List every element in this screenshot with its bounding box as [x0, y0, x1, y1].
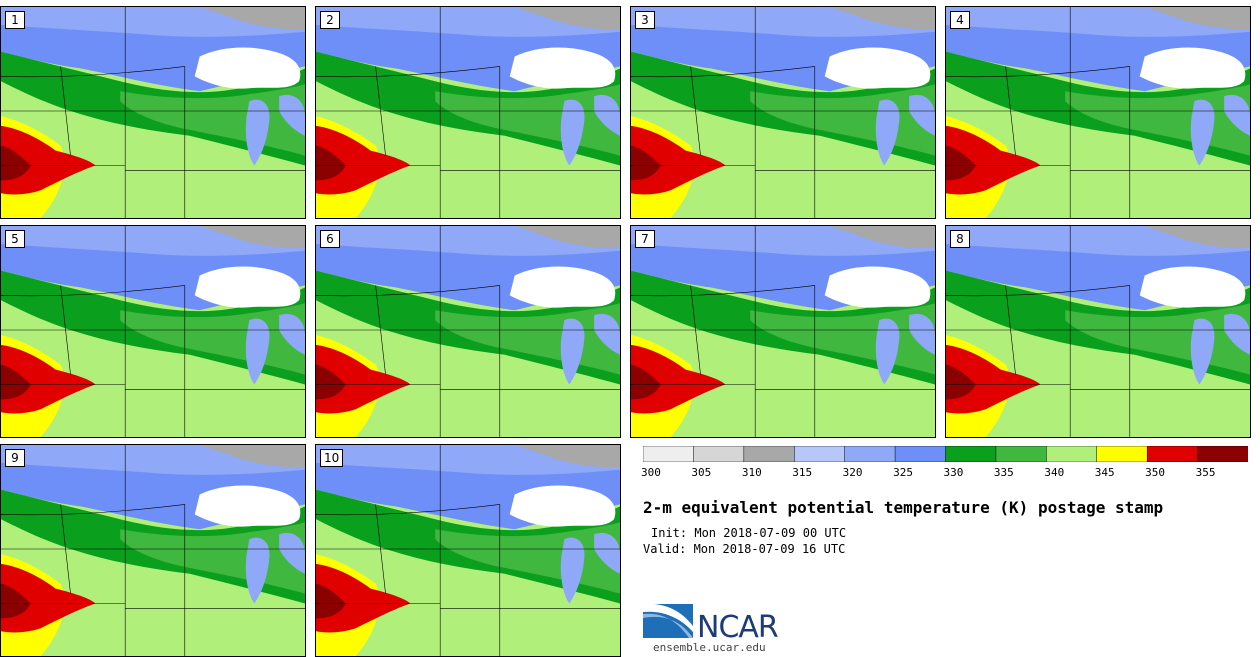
- panel-number: 7: [635, 230, 655, 248]
- map-image: [946, 226, 1250, 437]
- map-image: [316, 445, 620, 656]
- site-url: ensemble.ucar.edu: [653, 641, 766, 654]
- colorbar-swatch: [794, 446, 846, 462]
- member-panel-6: 6: [315, 225, 621, 438]
- map-image: [946, 7, 1250, 218]
- colorbar-swatch: [693, 446, 745, 462]
- member-panel-7: 7: [630, 225, 936, 438]
- panel-number: 2: [320, 11, 340, 29]
- member-panel-1: 1: [0, 6, 306, 219]
- panel-number: 9: [5, 449, 25, 467]
- member-panel-3: 3: [630, 6, 936, 219]
- colorbar-swatch: [894, 446, 947, 462]
- colorbar-swatch: [743, 446, 796, 462]
- colorbar-swatch: [643, 446, 695, 462]
- map-image: [316, 7, 620, 218]
- ncar-logo: [643, 603, 693, 638]
- colorbar-swatch: [995, 446, 1048, 462]
- colorbar-swatch: [844, 446, 896, 462]
- member-panel-9: 9: [0, 444, 306, 657]
- colorbar-swatch: [1046, 446, 1098, 462]
- ncar-logo-text: NCAR: [697, 610, 779, 645]
- colorbar-tick-label: 355: [1195, 466, 1216, 479]
- panel-number: 4: [950, 11, 970, 29]
- valid-time: Valid: Mon 2018-07-09 16 UTC: [643, 542, 846, 556]
- map-image: [1, 445, 305, 656]
- colorbar-tick-label: 325: [893, 466, 913, 479]
- member-panel-8: 8: [945, 225, 1251, 438]
- member-panel-4: 4: [945, 6, 1251, 219]
- member-panel-10: 10: [315, 444, 621, 657]
- colorbar-swatch: [1096, 446, 1148, 462]
- colorbar-swatch: [1197, 446, 1248, 462]
- panel-number: 5: [5, 230, 25, 248]
- member-panel-5: 5: [0, 225, 306, 438]
- map-image: [631, 226, 935, 437]
- panel-number: 3: [635, 11, 655, 29]
- colorbar-tick-label: 305: [691, 466, 712, 479]
- map-image: [631, 7, 935, 218]
- colorbar-tick-label: 315: [792, 466, 813, 479]
- map-image: [1, 7, 305, 218]
- plot-title: 2-m equivalent potential temperature (K)…: [643, 498, 1164, 517]
- colorbar-tick-label: 310: [741, 466, 762, 479]
- map-image: [316, 226, 620, 437]
- colorbar-tick-label: 320: [842, 466, 863, 479]
- colorbar-tick-label: 345: [1094, 466, 1115, 479]
- panel-number: 8: [950, 230, 970, 248]
- colorbar-swatch: [945, 446, 997, 462]
- colorbar: [643, 446, 1248, 462]
- colorbar-labels: 300 305 310 315 320 325 330 335 340 345 350 355: [641, 466, 1248, 480]
- colorbar-tick-label: 300: [641, 466, 661, 479]
- colorbar-tick-label: 340: [1044, 466, 1065, 479]
- panel-number: 6: [320, 230, 340, 248]
- panel-number: 10: [320, 449, 344, 467]
- map-image: [1, 226, 305, 437]
- panel-number: 1: [5, 11, 25, 29]
- colorbar-tick-label: 350: [1145, 466, 1166, 479]
- colorbar-swatch: [1146, 446, 1199, 462]
- colorbar-tick-label: 330: [943, 466, 964, 479]
- colorbar-tick-label: 335: [993, 466, 1014, 479]
- init-time: Init: Mon 2018-07-09 00 UTC: [651, 526, 847, 540]
- member-panel-2: 2: [315, 6, 621, 219]
